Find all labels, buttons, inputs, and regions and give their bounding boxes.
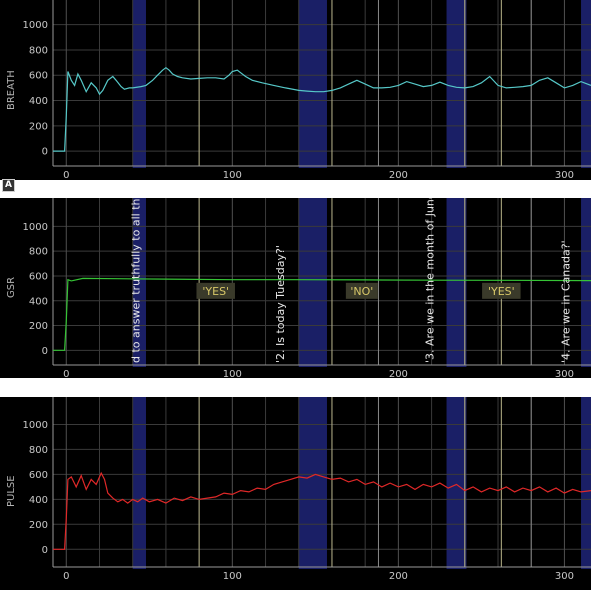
series-line	[53, 471, 591, 550]
breath-chart: 0 200 400 600 800 1000 0 100 200 300	[23, 0, 591, 180]
y-tick-label: 400	[29, 296, 48, 307]
x-tick-label: 100	[223, 170, 242, 180]
y-tick-label: 1000	[23, 20, 48, 31]
pulse-chart: 0 200 400 600 800 1000 0 100 200 300	[23, 397, 591, 582]
highlight-band	[581, 198, 591, 367]
answer-label: 'YES'	[488, 285, 515, 298]
x-tick-label: 200	[389, 170, 408, 180]
highlight-band	[298, 198, 327, 367]
gsr-panel: 0 200 400 600 800 1000 0 100 200 300 d to answer t…	[0, 198, 591, 378]
x-tick-label: 0	[63, 170, 69, 180]
highlight-band	[132, 397, 146, 569]
y-tick-label: 400	[29, 495, 48, 506]
question-label: '2. Is today Tuesday?'	[274, 245, 287, 363]
highlight-band	[298, 397, 327, 569]
y-tick-label: 800	[29, 445, 48, 456]
y-tick-label: 0	[42, 545, 48, 556]
highlight-band	[298, 0, 327, 168]
y-tick-label: 400	[29, 96, 48, 107]
panel-a-badge[interactable]: A	[2, 179, 15, 192]
x-tick-label: 0	[63, 571, 69, 582]
answer-label-box	[482, 282, 521, 299]
y-tick-label: 1000	[23, 420, 48, 431]
highlight-band	[581, 397, 591, 569]
x-tick-label: 100	[223, 369, 242, 378]
x-tick-label: 0	[63, 369, 69, 378]
answer-label-box	[345, 282, 378, 299]
pulse-panel: 0 200 400 600 800 1000 0 100 200 300 PULSE	[0, 397, 591, 590]
y-tick-label: 600	[29, 470, 48, 481]
y-tick-label: 800	[29, 247, 48, 258]
breath-panel: 0 200 400 600 800 1000 0 100 200 300 BREATH	[0, 0, 591, 180]
series-line	[53, 66, 591, 152]
answer-label: 'YES'	[202, 285, 229, 298]
y-tick-label: 0	[42, 346, 48, 357]
highlight-band	[446, 198, 467, 367]
gsr-chart: 0 200 400 600 800 1000 0 100 200 300 d to answer t…	[23, 198, 591, 378]
x-tick-label: 300	[555, 571, 574, 582]
x-tick-label: 300	[555, 369, 574, 378]
answer-label: 'NO'	[350, 285, 373, 298]
x-tick-label: 100	[223, 571, 242, 582]
x-tick-label: 200	[389, 369, 408, 378]
highlight-band	[132, 198, 146, 367]
highlight-band	[446, 0, 467, 168]
highlight-band	[446, 397, 467, 569]
series-line	[53, 277, 591, 351]
question-label: '3. Are we in the month of June?'	[423, 198, 436, 363]
y-tick-label: 600	[29, 71, 48, 82]
y-tick-label: 0	[42, 147, 48, 158]
y-tick-label: 800	[29, 45, 48, 56]
y-tick-label: 200	[29, 520, 48, 531]
question-label: d to answer truthfully to all the que	[129, 198, 142, 363]
y-tick-label: 200	[29, 121, 48, 132]
gsr-axis-label: GSR	[6, 276, 17, 298]
y-tick-label: 1000	[23, 222, 48, 233]
x-tick-label: 200	[389, 571, 408, 582]
breath-axis-label: BREATH	[6, 70, 17, 110]
answer-label-box	[196, 282, 235, 299]
question-label: '4. Are we in Canada?'	[559, 240, 572, 363]
y-tick-label: 600	[29, 271, 48, 282]
x-tick-label: 300	[555, 170, 574, 180]
highlight-band	[132, 0, 146, 168]
y-tick-label: 200	[29, 321, 48, 332]
pulse-axis-label: PULSE	[6, 475, 17, 507]
